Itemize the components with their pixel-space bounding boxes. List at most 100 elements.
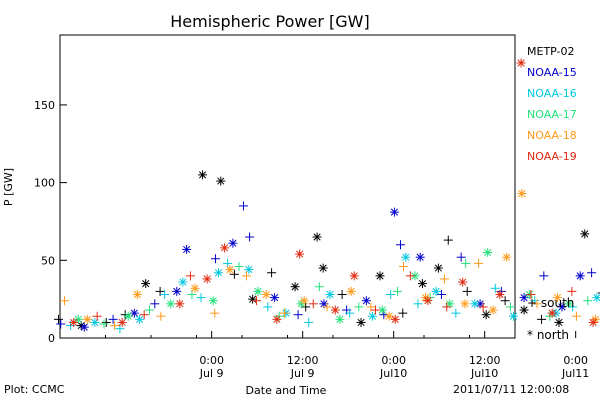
data-point-noaa-18-3-d2 — [133, 290, 141, 299]
data-point-noaa-19-24-d2 — [548, 309, 556, 317]
data-point-noaa-19-9 — [272, 314, 282, 324]
x-axis-label: Date and Time — [246, 384, 327, 397]
data-point-noaa-16-4 — [160, 289, 170, 299]
data-point-noaa-19-2 — [117, 317, 127, 327]
data-point-noaa-19-6 — [202, 274, 212, 284]
data-point-noaa-17-13 — [354, 302, 364, 312]
data-point-metp-02-14-d2 — [319, 264, 327, 272]
data-point-noaa-15-3-d2 — [130, 309, 138, 317]
data-point-noaa-17-2-d2 — [124, 312, 132, 320]
data-point-noaa-17-6-d2 — [209, 297, 217, 305]
data-point-noaa-16-2 — [115, 324, 125, 334]
data-point-noaa-19-0-d2 — [70, 318, 78, 327]
data-point-noaa-17-12 — [335, 314, 345, 324]
legend-entry-noaa-15: NOAA-15 — [527, 66, 577, 79]
data-point-noaa-17-16-d2 — [411, 272, 419, 280]
data-point-noaa-18-13 — [346, 286, 356, 296]
data-point-noaa-15-12 — [293, 310, 303, 320]
y-tick-label: 150 — [34, 99, 55, 112]
data-point-noaa-17-24 — [564, 299, 574, 309]
data-point-noaa-15-6-d2 — [183, 245, 191, 254]
data-point-noaa-15-11 — [270, 293, 280, 303]
footer-credit: Plot: CCMC — [4, 383, 65, 396]
data-point-noaa-15-2 — [108, 314, 118, 324]
data-point-noaa-15-27 — [575, 271, 585, 281]
data-point-noaa-18-17-d2 — [421, 294, 430, 302]
data-point-noaa-16-14 — [345, 308, 355, 318]
data-point-noaa-16-10 — [263, 302, 273, 312]
data-point-noaa-17-11 — [314, 282, 324, 292]
data-point-noaa-15-8-d2 — [229, 239, 237, 247]
data-point-noaa-17-20 — [483, 248, 493, 258]
data-point-noaa-15-26 — [557, 302, 567, 312]
data-point-noaa-19-6-d2 — [203, 275, 211, 283]
data-point-noaa-19-9-d2 — [273, 315, 281, 323]
data-point-noaa-16-3 — [135, 314, 145, 324]
data-point-noaa-15-8 — [228, 238, 238, 248]
data-point-noaa-16-19-d2 — [432, 287, 440, 295]
data-point-metp-02-20 — [433, 263, 443, 273]
series-metp-02 — [53, 170, 600, 331]
data-point-metp-02-6 — [198, 170, 208, 180]
data-point-noaa-19-12-d2 — [331, 306, 339, 314]
data-point-noaa-17-1 — [99, 319, 109, 329]
plot-frame — [59, 34, 516, 339]
data-point-noaa-15-9 — [239, 201, 249, 211]
data-point-metp-02-10 — [267, 268, 277, 278]
data-point-metp-02-25 — [519, 305, 529, 315]
data-point-noaa-18-18 — [439, 274, 449, 284]
data-point-noaa-19-13 — [349, 271, 359, 281]
data-point-noaa-16-15 — [367, 311, 377, 321]
data-point-noaa-15-7 — [210, 254, 220, 264]
data-point-noaa-16-13-d2 — [326, 290, 334, 299]
data-point-noaa-18-11 — [299, 296, 309, 306]
data-point-noaa-19-8 — [251, 296, 261, 306]
data-point-noaa-19-18 — [442, 302, 452, 312]
data-point-metp-02-16-d2 — [357, 318, 365, 327]
data-point-metp-02-21 — [443, 235, 453, 245]
data-point-noaa-18-9 — [261, 289, 271, 299]
data-point-noaa-18-6 — [210, 308, 220, 318]
data-point-noaa-17-12-d2 — [336, 315, 344, 323]
data-point-noaa-16-7 — [213, 268, 223, 278]
data-point-noaa-19-26 — [588, 317, 598, 327]
data-point-noaa-15-15-d2 — [362, 297, 370, 305]
legend-entry-noaa-16: NOAA-16 — [527, 87, 577, 100]
data-point-noaa-19-19 — [458, 277, 468, 287]
data-point-noaa-15-21 — [456, 252, 466, 262]
data-point-metp-02-17-d2 — [376, 272, 384, 280]
data-point-metp-02-13-d2 — [313, 233, 321, 241]
data-point-metp-02-7 — [216, 176, 226, 186]
data-point-noaa-18-19-d2 — [461, 300, 469, 308]
legend-entry-noaa-18: NOAA-18 — [527, 129, 577, 142]
data-point-noaa-16-6 — [196, 293, 206, 303]
y-tick-label: 50 — [41, 254, 55, 267]
data-point-noaa-18-1-d2 — [83, 315, 91, 323]
data-point-noaa-16-5 — [178, 277, 188, 287]
data-point-noaa-18-26 — [571, 311, 581, 321]
data-point-noaa-19-15 — [390, 314, 400, 324]
data-point-noaa-17-18-d2 — [446, 300, 454, 308]
data-point-metp-02-19-d2 — [418, 280, 427, 288]
data-point-noaa-19-20 — [478, 302, 488, 312]
series-noaa-16 — [66, 252, 600, 334]
data-point-noaa-19-5 — [185, 271, 195, 281]
data-point-metp-02-11 — [290, 282, 300, 292]
data-point-metp-02-19 — [417, 279, 427, 289]
data-point-noaa-16-5-d2 — [179, 278, 187, 286]
legend-entry-noaa-17: NOAA-17 — [527, 108, 577, 121]
data-point-noaa-18-15-d2 — [385, 312, 393, 320]
data-point-noaa-15-4 — [150, 299, 160, 309]
data-point-metp-02-0 — [53, 314, 63, 324]
x-tick-label-time: 12:00 — [469, 354, 501, 367]
data-point-noaa-19-15-d2 — [391, 315, 399, 323]
data-point-noaa-18-9-d2 — [262, 290, 270, 299]
data-point-noaa-18-20 — [474, 258, 484, 268]
data-point-noaa-15-17 — [389, 207, 399, 217]
data-point-metp-02-27-d2 — [555, 318, 563, 327]
data-point-noaa-17-24-d2 — [565, 300, 573, 308]
x-tick-label-date: Jul 9 — [290, 367, 315, 380]
data-point-noaa-19-0 — [69, 317, 79, 327]
data-point-noaa-19-23 — [526, 289, 536, 299]
